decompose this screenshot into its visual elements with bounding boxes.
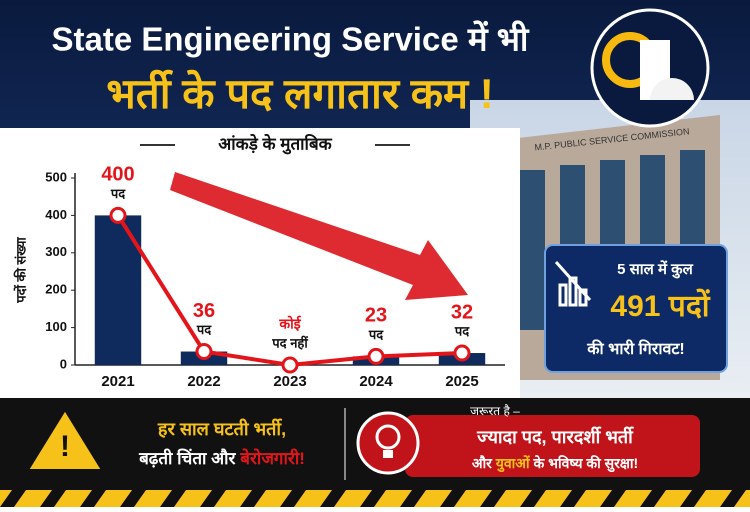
callout-line1: 5 साल में कुल bbox=[617, 260, 694, 279]
y-tick-label: 100 bbox=[45, 319, 67, 334]
x-tick-label: 2023 bbox=[273, 373, 306, 390]
y-axis-label: पदों की संख्या bbox=[13, 237, 28, 304]
value-label: 400 bbox=[101, 164, 134, 186]
warning-icon bbox=[26, 408, 104, 471]
footer-right-box bbox=[405, 415, 700, 477]
value-label: 23 bbox=[365, 305, 387, 327]
callout-icon bbox=[554, 260, 592, 307]
footer-right-heading: जरूरत है – bbox=[470, 404, 520, 418]
value-label: 36 bbox=[193, 300, 215, 322]
point bbox=[453, 344, 471, 362]
y-tick-label: 0 bbox=[60, 356, 67, 371]
trend-arrow bbox=[170, 172, 468, 300]
point bbox=[367, 347, 385, 365]
callout-line3: की भारी गिरावट! bbox=[586, 339, 685, 358]
y-tick-label: 500 bbox=[45, 169, 67, 184]
text-part: बढ़ती चिंता और bbox=[138, 448, 240, 468]
y-tick-label: 200 bbox=[45, 282, 67, 297]
title-line2: भर्ती के पद लगातार कम ! bbox=[106, 69, 493, 117]
warning-mark: ! bbox=[60, 430, 70, 463]
text-part: के भविष्य की सुरक्षा! bbox=[530, 455, 639, 473]
point bbox=[109, 206, 127, 224]
y-tick-label: 400 bbox=[45, 207, 67, 222]
subtitle: आंकड़े के मुताबिक bbox=[218, 133, 332, 154]
title-line1: State Engineering Service में भी bbox=[52, 20, 530, 58]
callout-line2: 491 पदों bbox=[610, 288, 710, 323]
x-tick-label: 2021 bbox=[101, 373, 134, 390]
bulb-icon bbox=[356, 411, 420, 475]
text-part: युवाओं bbox=[495, 455, 531, 473]
text-part: बेरोजगारी! bbox=[239, 448, 305, 468]
footer-right-line1: ज्यादा पद, पारदर्शी भर्ती bbox=[476, 426, 634, 447]
point bbox=[195, 343, 213, 361]
footer-left-line2: बढ़ती चिंता और बेरोजगारी! bbox=[138, 448, 305, 468]
bulb bbox=[375, 424, 401, 450]
value-sublabel: पद bbox=[196, 322, 212, 337]
point bbox=[281, 356, 299, 374]
x-tick-label: 2025 bbox=[445, 373, 478, 390]
value-sublabel: पद नहीं bbox=[271, 334, 308, 350]
x-tick-label: 2022 bbox=[187, 373, 220, 390]
value-label: कोई bbox=[278, 316, 301, 332]
text-part: और bbox=[472, 455, 496, 471]
footer-right-line2: और युवाओं के भविष्य की सुरक्षा! bbox=[472, 455, 638, 473]
hazard-stripe bbox=[0, 490, 750, 507]
value-sublabel: पद bbox=[110, 186, 126, 201]
value-sublabel: पद bbox=[368, 327, 384, 342]
bulb-base bbox=[383, 450, 393, 458]
value-label: 32 bbox=[451, 301, 473, 323]
y-tick-label: 300 bbox=[45, 244, 67, 259]
footer-left-line1: हर साल घटती भर्ती, bbox=[157, 418, 286, 439]
x-tick-label: 2024 bbox=[359, 373, 393, 390]
logo-helmet bbox=[650, 78, 694, 100]
callout-box bbox=[544, 244, 728, 373]
value-sublabel: पद bbox=[454, 323, 470, 338]
